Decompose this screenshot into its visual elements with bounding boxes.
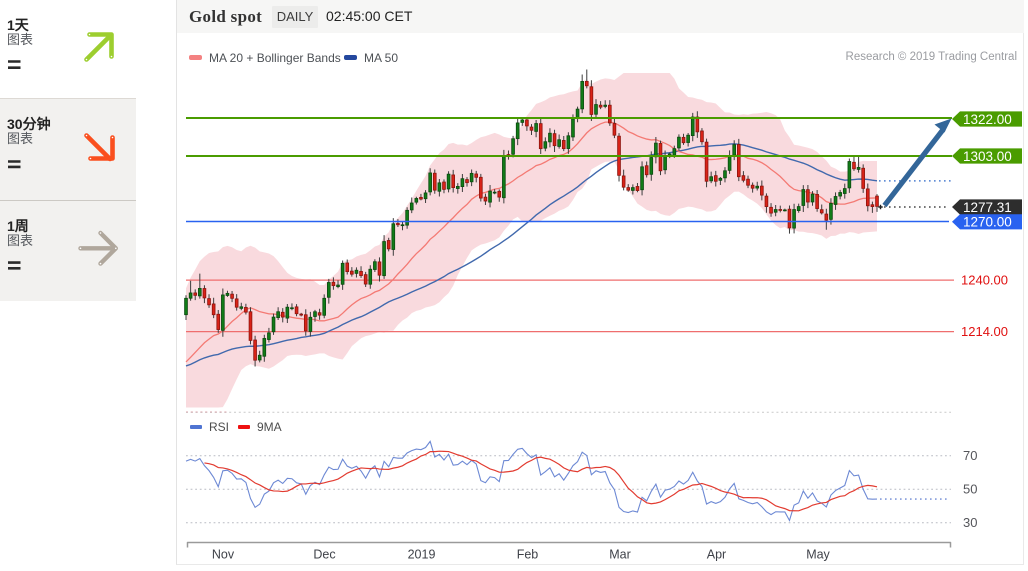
svg-text:Feb: Feb: [517, 548, 539, 562]
svg-text:1214.00: 1214.00: [961, 324, 1008, 339]
svg-text:1322.00: 1322.00: [963, 112, 1012, 127]
svg-text:Apr: Apr: [707, 548, 726, 562]
svg-text:1277.31: 1277.31: [963, 200, 1012, 215]
svg-text:50: 50: [963, 482, 977, 497]
svg-text:1240.00: 1240.00: [961, 273, 1008, 288]
svg-text:Dec: Dec: [313, 548, 335, 562]
svg-text:70: 70: [963, 448, 977, 463]
svg-text:1270.00: 1270.00: [963, 215, 1012, 230]
svg-text:2019: 2019: [408, 548, 436, 562]
svg-text:May: May: [806, 548, 830, 562]
svg-text:30: 30: [963, 515, 977, 530]
svg-text:Nov: Nov: [212, 548, 235, 562]
svg-text:1303.00: 1303.00: [963, 149, 1012, 164]
svg-text:Mar: Mar: [609, 548, 631, 562]
